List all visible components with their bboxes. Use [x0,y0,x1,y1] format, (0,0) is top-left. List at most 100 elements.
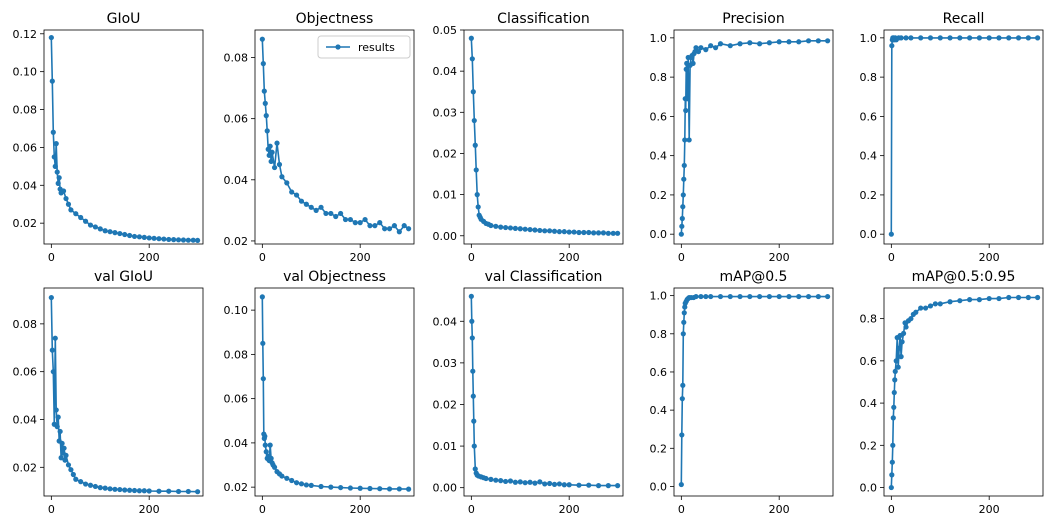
series-line [470,296,618,487]
data-point [703,47,709,53]
data-point [396,486,402,492]
data-point [68,207,74,213]
data-point [898,354,904,360]
chart-panel: Precision 0.0 0.2 0.4 0.6 0.8 1.0 0 200 [650,11,834,264]
axes-frame [673,287,834,497]
data-point [483,475,489,482]
y-tick-label: 0.00 [433,230,458,243]
data-point [703,293,709,300]
data-point [473,167,479,173]
chart-panel: val GIoU 0.02 0.04 0.06 0.08 0 200 [13,269,204,516]
data-point [352,220,358,226]
chart-panel: mAP@0.5:0.95 0.0 0.2 0.4 0.6 0.8 0 200 [860,269,1044,516]
data-point [712,45,719,51]
data-point [896,345,902,351]
data-point [522,480,528,486]
data-point [937,301,943,307]
data-point [527,226,533,233]
data-point [468,35,474,41]
data-point [890,415,896,421]
data-point [279,174,285,180]
data-point [1025,35,1031,41]
data-point [610,230,616,236]
data-point [556,481,563,487]
data-point [1015,294,1022,301]
legend-box [317,35,411,59]
data-point [54,424,60,430]
x-tick-label: 0 [468,251,475,264]
axes-frame [43,29,204,245]
x-tick-label: 0 [678,251,685,264]
data-point [891,404,897,410]
y-tick-label: 0.8 [860,71,878,84]
data-point [805,293,812,300]
data-point [54,169,60,175]
data-point [471,443,477,449]
data-point [386,486,393,492]
axes-frame [463,287,624,497]
data-point [284,475,290,481]
x-tick-label: 0 [48,503,55,516]
data-point [65,462,72,468]
data-point [918,305,924,311]
data-point [996,35,1002,41]
data-point [766,40,773,46]
data-point [695,48,702,55]
data-point [107,486,113,492]
data-point [262,433,268,439]
data-point [717,293,724,300]
series-line [890,37,1038,235]
data-point [686,137,692,143]
data-point [78,479,84,485]
x-tick-label: 200 [139,503,160,516]
data-point [474,192,480,198]
data-point [889,472,895,478]
data-point [68,467,74,473]
data-point [698,293,704,300]
data-point [893,358,899,364]
y-tick-label: 0.12 [13,28,38,41]
data-point [262,442,268,448]
x-tick-label: 200 [559,503,580,516]
data-point [471,117,477,124]
data-point [679,215,685,222]
x-tick-label: 200 [769,503,790,516]
data-point [932,301,938,307]
series-line [680,39,828,235]
legend-label: results [358,41,395,54]
chart-panel: val Objectness 0.02 0.04 0.06 0.08 0.10 0 200 [224,269,415,516]
data-point [308,482,314,488]
data-point [97,485,103,491]
data-point [681,176,687,182]
data-point [342,216,349,223]
data-point [63,452,69,458]
data-point [512,225,518,231]
data-point [62,457,68,463]
data-point [112,230,118,236]
data-point [678,481,684,488]
data-point [51,154,57,160]
data-point [737,293,743,300]
axes-frame [673,29,834,245]
y-tick-label: 1.0 [650,32,668,45]
data-point [684,96,690,102]
data-point [786,39,792,45]
data-point [547,480,553,487]
axes-frame [254,287,415,497]
data-point [92,483,98,490]
axes-frame [883,287,1044,497]
y-tick-label: 0.8 [650,71,668,84]
data-point [48,34,54,41]
data-point [1015,35,1022,41]
data-point [815,38,821,44]
y-tick-label: 0.02 [433,398,458,411]
data-point [615,230,621,236]
data-point [576,482,582,488]
data-point [976,35,983,41]
y-tick-label: 0.10 [13,66,38,79]
data-point [888,484,894,491]
data-point [52,163,58,169]
data-point [747,293,753,300]
legend: results [317,35,411,59]
data-point [156,488,162,494]
